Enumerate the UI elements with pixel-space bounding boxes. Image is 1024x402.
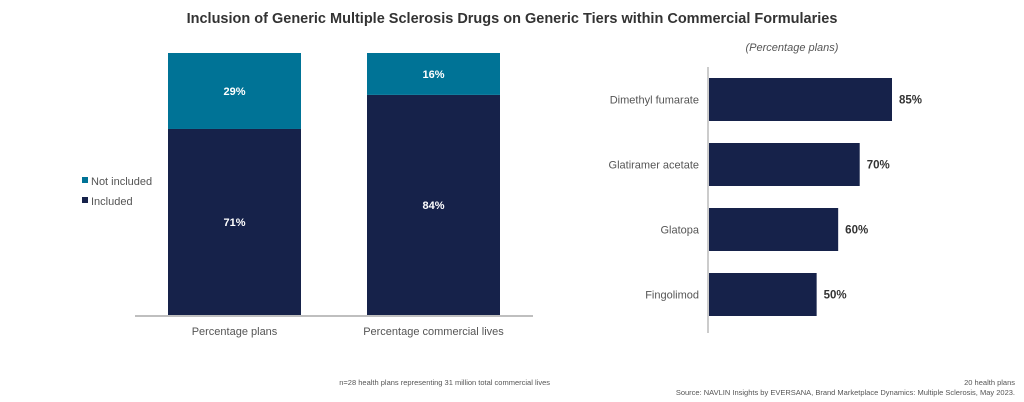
y-tick-label: Dimethyl fumarate [610,95,699,107]
source-note: Source: NAVLIN Insights by EVERSANA, Bra… [676,388,1015,397]
bar-segment-included [168,128,301,315]
data-label: 84% [422,200,444,212]
bar-segment-not-included [367,53,500,95]
data-label: 29% [223,86,245,98]
data-label: 50% [824,290,847,302]
legend-swatch-included [82,197,88,203]
data-label: 71% [223,217,245,229]
bar [709,208,839,251]
bar [709,143,860,186]
stacked-bar-chart: 71% 29% Percentage plans 84% 16% Percentage c… [82,53,533,338]
data-label: 70% [867,160,890,172]
horizontal-bar-chart: 85% Dimethyl fumarate 70% Glatiramer acetat… [609,67,922,333]
bar [709,78,892,121]
legend-label-included: Included [91,196,133,208]
y-tick-label: Glatopa [660,225,699,237]
x-tick-label: Percentage plans [192,326,278,338]
left-footnote: n=28 health plans representing 31 millio… [339,378,550,387]
bar-segment-included [367,94,500,315]
bar-segment-not-included [168,53,301,129]
legend-label-not-included: Not included [91,176,152,188]
bar [709,273,817,316]
y-tick-label: Glatiramer acetate [609,160,699,172]
legend-swatch-not-included [82,177,88,183]
right-chart-subtitle: (Percentage plans) [746,42,839,54]
y-tick-label: Fingolimod [645,290,699,302]
data-label: 60% [845,225,868,237]
data-label: 85% [899,95,922,107]
right-footnote: 20 health plans [964,378,1015,387]
data-label: 16% [422,69,444,81]
chart-title: Inclusion of Generic Multiple Sclerosis … [187,11,838,27]
x-tick-label: Percentage commercial lives [363,326,504,338]
